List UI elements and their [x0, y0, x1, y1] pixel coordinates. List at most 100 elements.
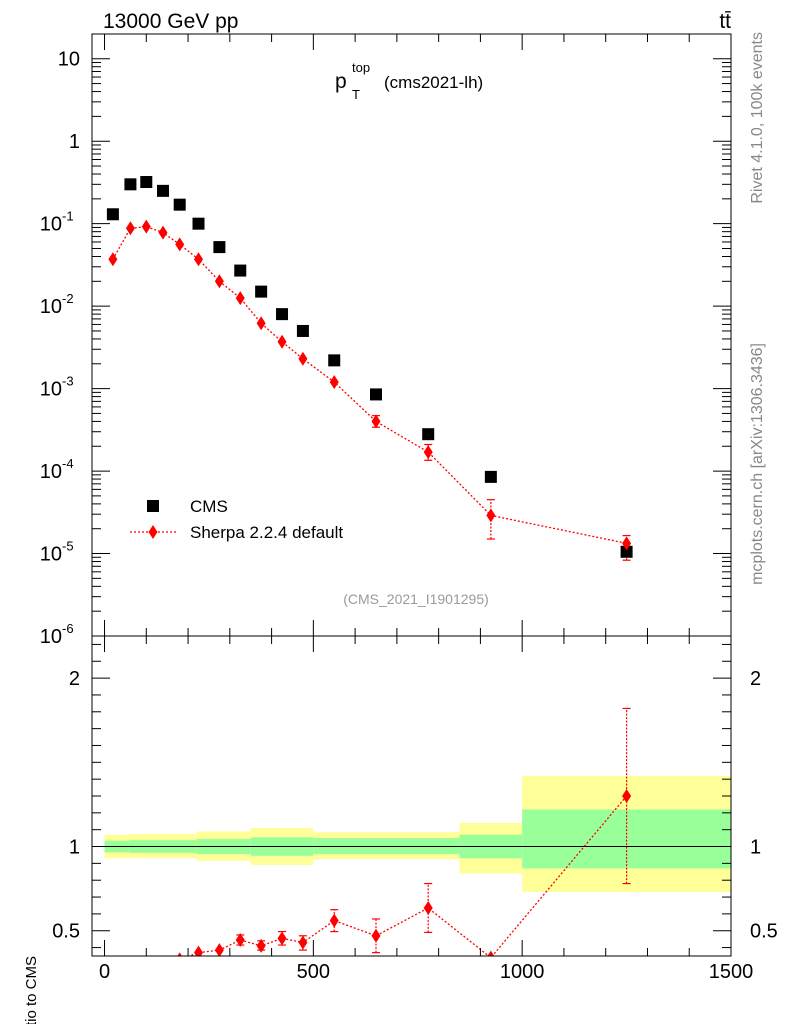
main-y-tick-exponent: -4 — [62, 456, 74, 471]
sherpa-point — [214, 274, 224, 289]
ratio-point — [162, 955, 164, 956]
sherpa-point — [423, 445, 433, 460]
main-y-tick-label: 10 — [40, 379, 62, 401]
sherpa-point — [486, 508, 496, 523]
plot-title: p — [335, 70, 347, 93]
analysis-watermark: (CMS_2021_I1901295) — [343, 591, 489, 607]
cms-point — [296, 324, 309, 337]
main-y-tick-exponent: -2 — [62, 291, 74, 306]
ratio-axis-ticks — [92, 636, 732, 956]
x-tick-label: 0 — [99, 961, 110, 983]
cms-point — [484, 470, 497, 483]
ratio-y-tick-label-right: 2 — [750, 668, 761, 690]
cms-point — [106, 208, 119, 221]
main-y-tick-label: 10 — [40, 626, 62, 648]
x-tick-label: 500 — [297, 961, 330, 983]
ratio-point — [177, 952, 183, 956]
main-markers — [106, 176, 633, 558]
cms-point — [422, 428, 435, 441]
sherpa-point — [194, 252, 203, 267]
sherpa-point — [371, 414, 381, 429]
ratio-plot: 2 2 1 1 0.5 0.5 0 500 1000 1500 Ratio to CMS — [23, 635, 778, 1024]
main-y-tick-exponent: -3 — [62, 374, 74, 389]
sherpa-point — [277, 334, 287, 349]
ratio-markers — [126, 789, 632, 973]
cms-point — [234, 264, 247, 277]
main-y-tick-label: 10 — [40, 544, 62, 566]
main-y-tick-label: 10 — [58, 49, 80, 71]
x-tick-labels: 0 500 1000 1500 — [99, 961, 753, 983]
ratio-y-tick-label: 0.5 — [52, 921, 80, 943]
ratio-point — [329, 913, 339, 928]
legend-sherpa-marker — [148, 525, 158, 539]
main-y-tick-label: 1 — [69, 131, 80, 153]
ratio-point — [423, 901, 433, 915]
sherpa-point — [256, 316, 266, 331]
ratio-point — [298, 935, 308, 950]
plot-title-suffix: (cms2021-lh) — [384, 73, 483, 92]
energy-label: 13000 GeV pp — [103, 10, 238, 33]
ratio-point — [126, 959, 135, 973]
cms-point — [370, 388, 382, 401]
sherpa-point — [175, 237, 185, 252]
ratio-point — [277, 931, 287, 946]
cms-point — [157, 184, 169, 197]
x-tick-label: 1000 — [500, 961, 545, 983]
sherpa-line — [112, 225, 627, 544]
sherpa-point — [158, 225, 168, 240]
plot-title-sup: top — [352, 60, 370, 75]
sherpa-point — [329, 375, 339, 390]
ratio-y-tick-label: 1 — [69, 837, 80, 859]
cms-point — [255, 285, 268, 298]
legend-cms-marker — [147, 500, 159, 512]
cms-point — [620, 545, 633, 558]
sherpa-point — [141, 219, 151, 234]
rivet-label: Rivet 4.1.0, 100k events — [749, 32, 766, 204]
legend-sherpa-label: Sherpa 2.2.4 default — [190, 523, 343, 542]
main-error-bars — [372, 415, 631, 561]
cms-point — [124, 178, 137, 191]
ratio-point — [194, 945, 203, 956]
main-y-tick-exponent: -1 — [62, 209, 74, 224]
legend: CMS Sherpa 2.2.4 default — [130, 497, 343, 542]
process-label: tt̄ — [719, 10, 731, 33]
ratio-point — [256, 938, 266, 953]
ratio-point — [622, 789, 632, 803]
main-y-tick-label: 10 — [40, 214, 62, 236]
main-series-lines — [112, 225, 627, 544]
ratio-y-tick-label-right: 1 — [750, 837, 761, 859]
cms-point — [173, 198, 186, 211]
legend-cms-label: CMS — [190, 497, 228, 516]
cms-point — [140, 176, 153, 189]
ratio-y-tick-labels: 2 2 1 1 0.5 0.5 — [52, 668, 778, 943]
plot-title-sub: T — [352, 87, 360, 102]
x-tick-label: 1500 — [709, 961, 754, 983]
main-plot-frame — [91, 33, 732, 637]
ratio-point — [371, 928, 381, 943]
ratio-line — [187, 795, 628, 956]
sherpa-point — [235, 291, 245, 306]
sherpa-point — [125, 221, 135, 236]
ratio-y-tick-label-right: 0.5 — [750, 921, 778, 943]
band-inner — [522, 809, 731, 869]
cms-point — [276, 308, 289, 321]
site-label: mcplots.cern.ch [arXiv:1306.3436] — [749, 343, 766, 585]
main-y-tick-exponent: -6 — [62, 621, 74, 636]
ratio-uncertainty-bands — [104, 775, 731, 892]
cms-point — [328, 354, 341, 367]
ratio-y-tick-label: 2 — [69, 668, 80, 690]
sherpa-point — [108, 252, 118, 267]
ratio-y-axis-label: Ratio to CMS — [23, 956, 40, 1024]
main-y-tick-label: 10 — [40, 461, 62, 483]
ratio-point — [214, 943, 224, 956]
title-main: p — [335, 70, 347, 93]
ratio-series-line — [187, 795, 628, 956]
main-y-tick-exponent: -5 — [62, 539, 74, 554]
main-axis-ticks — [92, 34, 732, 637]
main-y-tick-label: 10 — [40, 296, 62, 318]
ratio-point — [235, 933, 245, 947]
sherpa-point — [298, 351, 308, 366]
